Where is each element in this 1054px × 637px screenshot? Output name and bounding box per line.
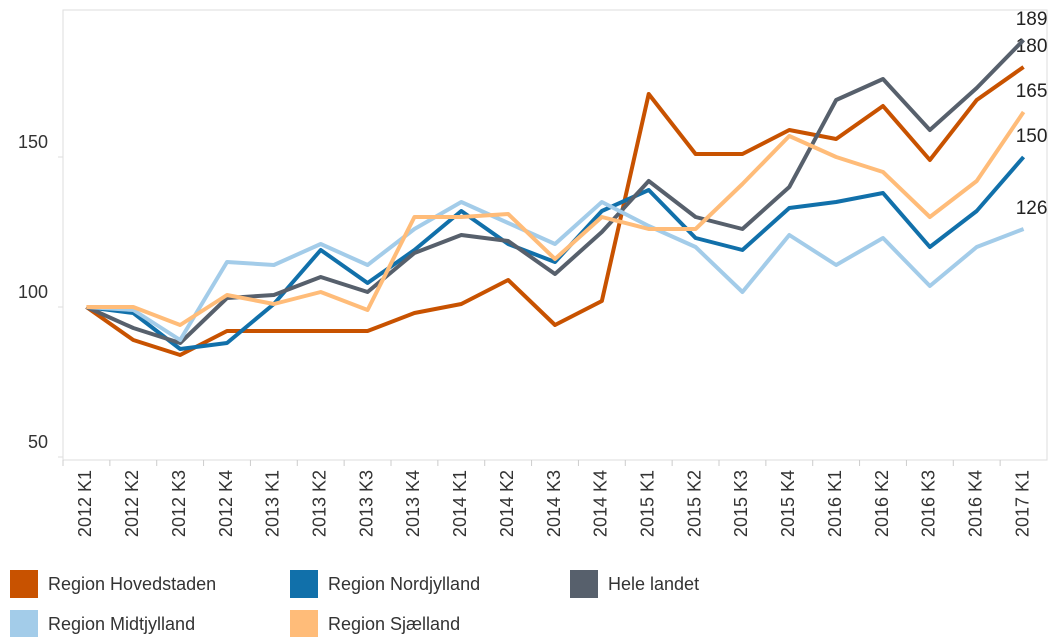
x-tick-label: 2013 K1 (263, 470, 283, 537)
series-line (86, 200, 1025, 342)
x-tick-label: 2012 K1 (75, 470, 95, 537)
x-tick-label: 2016 K2 (872, 470, 892, 537)
legend-label: Region Midtjylland (48, 614, 195, 634)
plot-frame (62, 9, 1048, 461)
x-tick-label: 2015 K3 (731, 470, 751, 537)
x-tick-label: 2013 K3 (356, 470, 376, 537)
x-tick-label: 2016 K1 (825, 470, 845, 537)
x-tick-label: 2016 K3 (919, 470, 939, 537)
series-line (86, 110, 1026, 327)
x-tick-label: 2014 K1 (450, 470, 470, 537)
y-tick-label: 150 (18, 132, 48, 152)
y-tick-label: 50 (28, 432, 48, 452)
x-tick-label: 2014 K3 (544, 470, 564, 537)
legend-swatch (10, 610, 38, 637)
x-tick-label: 2015 K1 (637, 470, 657, 537)
end-label: 165 (1016, 81, 1048, 102)
end-label: 150 (1016, 126, 1048, 147)
legend-label: Hele landet (608, 574, 699, 594)
x-tick-label: 2015 K4 (778, 470, 798, 537)
legend-swatch (10, 570, 38, 598)
y-tick-label: 100 (18, 282, 48, 302)
legend-label: Region Hovedstaden (48, 574, 216, 594)
end-label: 189 (1016, 9, 1048, 30)
legend-swatch (290, 570, 318, 598)
x-tick-label: 2014 K4 (591, 470, 611, 537)
series-line (85, 65, 1025, 357)
legend-swatch (570, 570, 598, 598)
legend-label: Region Nordjylland (328, 574, 480, 594)
x-tick-label: 2012 K3 (169, 470, 189, 537)
legend-swatch (290, 610, 318, 637)
x-tick-label: 2013 K4 (403, 470, 423, 537)
x-tick-label: 2017 K1 (1012, 470, 1032, 537)
end-label: 180 (1016, 36, 1048, 57)
x-tick-label: 2015 K2 (684, 470, 704, 537)
legend-label: Region Sjælland (328, 614, 460, 634)
x-tick-label: 2012 K2 (122, 470, 142, 537)
series-line (86, 155, 1026, 351)
end-label: 126 (1016, 198, 1048, 219)
x-tick-label: 2016 K4 (965, 470, 985, 537)
x-tick-label: 2013 K2 (309, 470, 329, 537)
x-tick-label: 2012 K4 (216, 470, 236, 537)
x-tick-label: 2014 K2 (497, 470, 517, 537)
